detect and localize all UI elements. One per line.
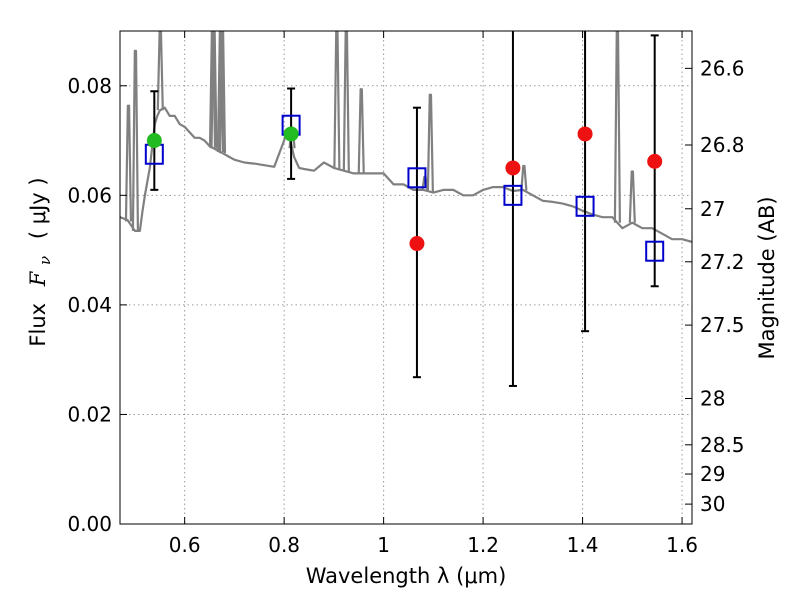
observed-point-upper (647, 153, 663, 169)
y-tick-label: 0.00 (67, 512, 112, 536)
y-tick-label: 0.04 (67, 293, 112, 317)
observed-point-upper (505, 160, 521, 176)
svg-text:Magnitude (AB): Magnitude (AB) (755, 196, 779, 359)
mag-tick-label: 27.5 (700, 313, 745, 337)
mag-tick-label: 26.6 (700, 56, 745, 80)
emission-line (216, 31, 225, 153)
y-axis-label: Flux F ν ( μJy ) (26, 177, 55, 346)
x-tick-label: 1.6 (666, 533, 698, 557)
y2-axis-label: Magnitude (AB) (755, 196, 779, 359)
emission-line (613, 31, 621, 223)
emission-line (342, 31, 350, 172)
y-tick-label: 0.06 (67, 183, 112, 207)
emission-line (426, 93, 434, 192)
observed-point-upper (577, 126, 593, 142)
mag-tick-label: 26.8 (700, 133, 745, 157)
emission-line (520, 164, 528, 191)
observed-point-detected (283, 126, 299, 142)
x-axis-label: Wavelength λ (μm) (306, 564, 507, 588)
y-tick-label: 0.02 (67, 402, 112, 426)
x-tick-label: 0.6 (169, 533, 201, 557)
emission-line (124, 104, 133, 222)
observed-points (146, 126, 663, 252)
x-tick-label: 1 (377, 533, 390, 557)
emission-line (218, 31, 227, 154)
emission-line (208, 31, 217, 148)
x-tick-label: 0.8 (268, 533, 300, 557)
model-spectrum-line (120, 106, 692, 243)
emission-line (333, 31, 341, 169)
model-photometry-square (645, 240, 665, 262)
observed-point-upper (409, 236, 425, 252)
mag-tick-label: 27 (700, 197, 725, 221)
emission-line (210, 31, 218, 149)
model-photometry-square (503, 184, 523, 206)
observed-point-detected (146, 133, 162, 149)
mag-tick-label: 28 (700, 387, 725, 411)
axis-ticks: 0.6 0.8 1 1.2 1.4 1.6 0.00 0.02 0.04 0.06 0.08 26.6… (67, 31, 745, 557)
model-photometry-square (407, 167, 427, 189)
mag-tick-label: 27.2 (700, 250, 745, 274)
y-axis-label-unit: ( μJy ) (26, 177, 50, 239)
emission-line (628, 170, 636, 223)
mag-tick-label: 28.5 (700, 433, 745, 457)
mag-tick-label: 29 (700, 462, 725, 486)
svg-text:Flux F ν ( μ: Flux F ν ( μJy ) (26, 177, 55, 346)
emission-line (357, 88, 365, 174)
plot-frame (119, 30, 693, 525)
y-axis-label-main: Flux (26, 303, 50, 347)
grid-lines (120, 31, 692, 524)
mag-tick-label: 30 (700, 492, 725, 516)
emission-lines (124, 31, 636, 231)
emission-line (156, 31, 164, 111)
model-photometry-square (575, 195, 595, 217)
x-tick-label: 1.4 (567, 533, 599, 557)
x-tick-label: 1.2 (467, 533, 499, 557)
emission-line (131, 49, 140, 231)
y-axis-label-subscript: ν (36, 256, 54, 265)
y-tick-label: 0.08 (67, 74, 112, 98)
y-axis-label-symbol: F (26, 270, 50, 287)
